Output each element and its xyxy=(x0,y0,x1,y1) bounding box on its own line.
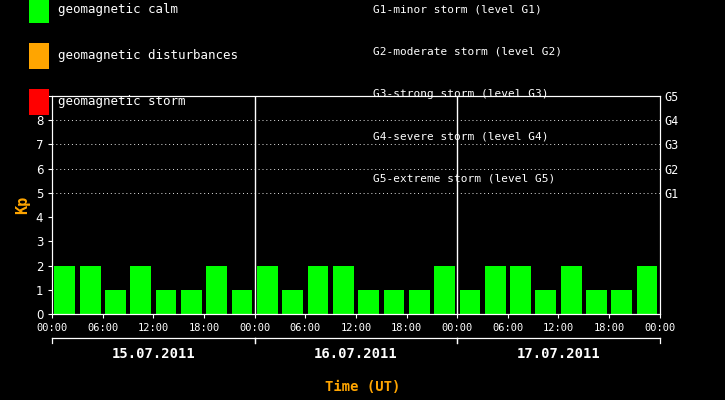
Text: G4-severe storm (level G4): G4-severe storm (level G4) xyxy=(373,131,549,141)
Bar xyxy=(409,290,430,314)
Bar xyxy=(80,266,101,314)
Bar xyxy=(207,266,227,314)
Bar xyxy=(333,266,354,314)
Bar xyxy=(156,290,176,314)
Bar xyxy=(611,290,632,314)
Bar xyxy=(536,290,556,314)
Text: geomagnetic disturbances: geomagnetic disturbances xyxy=(58,50,238,62)
Text: G2-moderate storm (level G2): G2-moderate storm (level G2) xyxy=(373,47,563,57)
Bar xyxy=(460,290,480,314)
Bar xyxy=(510,266,531,314)
Text: 17.07.2011: 17.07.2011 xyxy=(517,347,600,361)
Bar xyxy=(130,266,152,314)
Y-axis label: Kp: Kp xyxy=(15,196,30,214)
Bar xyxy=(434,266,455,314)
Bar xyxy=(232,290,252,314)
Text: G1-minor storm (level G1): G1-minor storm (level G1) xyxy=(373,5,542,15)
Bar xyxy=(307,266,328,314)
Text: G3-strong storm (level G3): G3-strong storm (level G3) xyxy=(373,89,549,99)
Bar xyxy=(54,266,75,314)
Text: G5-extreme storm (level G5): G5-extreme storm (level G5) xyxy=(373,173,555,183)
Bar xyxy=(181,290,202,314)
Bar xyxy=(586,290,607,314)
Bar xyxy=(282,290,303,314)
Bar xyxy=(485,266,505,314)
Bar xyxy=(637,266,658,314)
Bar xyxy=(560,266,581,314)
Text: Time (UT): Time (UT) xyxy=(325,380,400,394)
Bar xyxy=(105,290,126,314)
Text: 16.07.2011: 16.07.2011 xyxy=(314,347,398,361)
Text: geomagnetic calm: geomagnetic calm xyxy=(58,4,178,16)
Bar xyxy=(358,290,379,314)
Text: 15.07.2011: 15.07.2011 xyxy=(112,347,195,361)
Text: geomagnetic storm: geomagnetic storm xyxy=(58,96,186,108)
Bar xyxy=(384,290,405,314)
Bar xyxy=(257,266,278,314)
